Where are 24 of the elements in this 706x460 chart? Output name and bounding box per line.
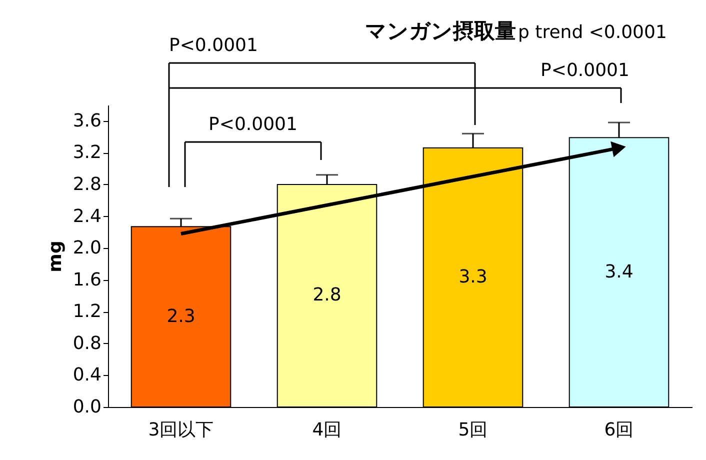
y-tick-label: 2.8 [72,174,102,195]
y-tick-label: 3.6 [72,110,102,132]
y-tick-label: 1.2 [72,301,102,322]
data-label: 2.3 [166,306,196,327]
x-tick-label: 5回 [458,420,488,440]
y-tick-label: 2.0 [72,238,102,259]
x-tick-label: 3回以下 [148,420,214,440]
text: P<0.0001 [540,60,630,81]
x-tick-label: 6回 [604,420,634,440]
annotation: P<0.0001 [208,114,298,135]
y-tick-label: 0.0 [72,396,102,418]
text: P<0.0001 [169,35,258,56]
chart-title: マンガン摂取量 [365,19,516,43]
x-tick-label: 4回 [312,420,342,440]
y-tick-label: 1.6 [72,269,102,290]
y-tick-label: 2.4 [72,206,102,227]
y-axis-title: mg [44,240,66,272]
chart-subtitle: p trend <0.0001 [518,22,667,43]
y-tick-label: 3.2 [72,142,102,164]
y-tick-label: 0.8 [72,332,102,354]
data-label: 2.8 [312,284,342,306]
y-tick-label: 0.4 [72,364,102,386]
data-label: 3.3 [458,266,488,288]
data-label: 3.4 [604,261,634,282]
